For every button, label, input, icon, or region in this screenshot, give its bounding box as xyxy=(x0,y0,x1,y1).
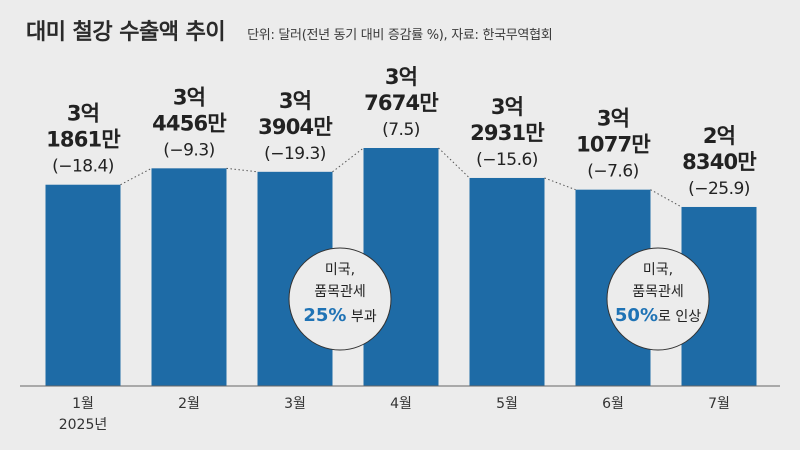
annotation-text: 품목관세 xyxy=(314,284,366,300)
annotation-text: 25% 부과 xyxy=(303,305,376,326)
chart-title: 대미 철강 수출액 추이 xyxy=(26,20,226,45)
bar-value-label: 8340만 xyxy=(682,150,756,174)
bar xyxy=(469,177,545,386)
connector-line xyxy=(120,167,152,186)
bar-value-label: 7674만 xyxy=(364,91,438,115)
annotation-circle xyxy=(606,247,710,351)
bar-value-label: 3억 xyxy=(67,102,99,126)
bar-value-label: 1861만 xyxy=(46,128,120,152)
annotation-percent: 25% xyxy=(303,305,346,326)
connector-line xyxy=(438,147,470,179)
annotation-percent: 50% xyxy=(615,305,658,326)
bar xyxy=(151,168,227,386)
annotation-suffix: 로 인상 xyxy=(658,309,701,325)
bar-value-label: 3억 xyxy=(279,89,311,113)
bar-value-label: 1077만 xyxy=(576,133,650,157)
connector-lines xyxy=(120,147,682,208)
bar-change-label: (−7.6) xyxy=(587,162,639,182)
bar-value-label: 3억 xyxy=(173,85,205,109)
connector-line xyxy=(650,189,682,208)
annotation-text: 미국, xyxy=(325,262,355,278)
x-tick-label: 1월 xyxy=(72,396,94,412)
x-tick-label: 2월 xyxy=(178,396,200,412)
title-row: 대미 철강 수출액 추이 단위: 달러(전년 동기 대비 증감률 %), 자료:… xyxy=(26,14,553,46)
bar-value-label: 4456만 xyxy=(152,111,226,135)
bar-change-label: (−25.9) xyxy=(688,179,750,199)
bar-value-label: 3억 xyxy=(385,65,417,89)
chart-subtitle: 단위: 달러(전년 동기 대비 증감률 %), 자료: 한국무역협회 xyxy=(247,28,553,43)
bar-change-label: (−9.3) xyxy=(163,140,215,160)
bar-value-label: 2931만 xyxy=(470,121,544,145)
annotations: 미국, 품목관세 25% 부과 미국, 품목관세 50%로 인상 xyxy=(288,247,710,351)
annotation-text: 품목관세 xyxy=(632,284,684,300)
annotation-circle xyxy=(288,247,392,351)
annotation-text: 미국, xyxy=(643,262,673,278)
x-tick-label: 6월 xyxy=(602,396,624,412)
connector-line xyxy=(226,167,258,173)
x-tick-label: 5월 xyxy=(496,396,518,412)
bar-value-label: 3억 xyxy=(491,95,523,119)
x-tick-label: 3월 xyxy=(284,396,306,412)
bar-value-label: 3904만 xyxy=(258,115,332,139)
bar-value-label: 3억 xyxy=(597,107,629,131)
bar-value-label: 2억 xyxy=(703,124,735,148)
bar-change-label: (−18.4) xyxy=(52,157,114,177)
bar xyxy=(45,184,121,386)
annotation-text: 50%로 인상 xyxy=(615,305,701,326)
x-axis: 1월 2월 3월 4월 5월 6월 7월 2025년 xyxy=(20,385,780,433)
year-label: 2025년 xyxy=(59,417,108,433)
x-tick-label: 4월 xyxy=(390,396,412,412)
annotation-suffix: 부과 xyxy=(346,309,376,325)
connector-line xyxy=(332,147,364,173)
bar-change-label: (7.5) xyxy=(382,120,420,140)
value-labels: 3억1861만(−18.4)3억4456만(−9.3)3억3904만(−19.3… xyxy=(46,65,757,199)
connector-line xyxy=(544,177,576,191)
bar-change-label: (−19.3) xyxy=(264,144,326,164)
x-tick-label: 7월 xyxy=(708,396,730,412)
bar-change-label: (−15.6) xyxy=(476,150,538,170)
